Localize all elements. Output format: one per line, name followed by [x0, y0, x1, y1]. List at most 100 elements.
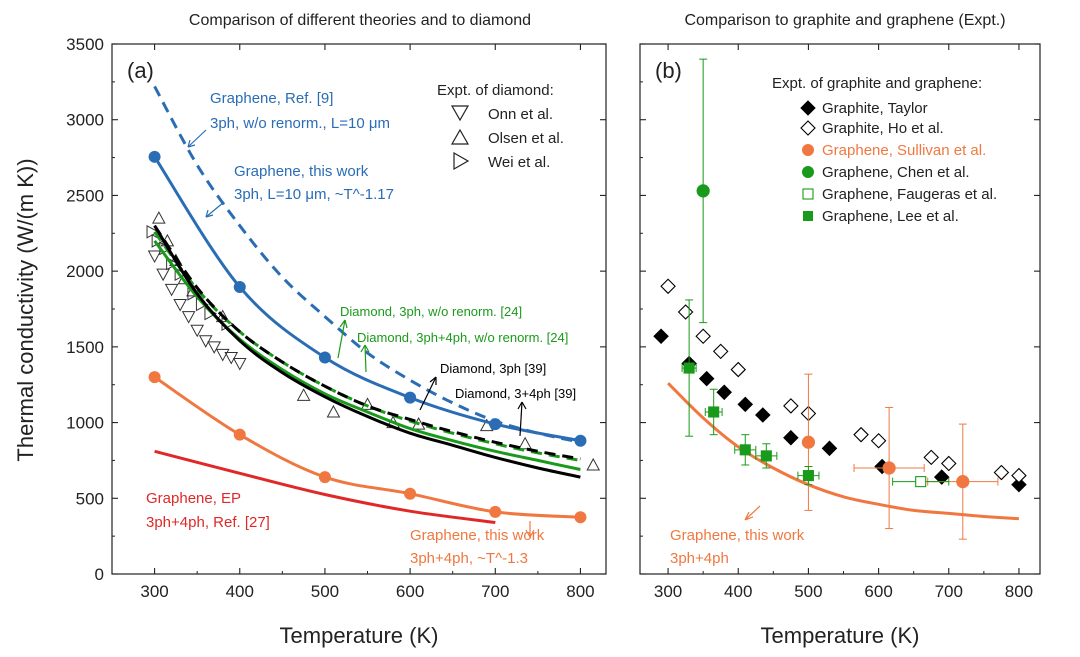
panel-b-x-tick-label-500: 500 [794, 582, 822, 601]
arrow-diamond-39-b [519, 401, 523, 437]
panel-b-title: Comparison to graphite and graphene (Exp… [684, 12, 1005, 29]
panel-b-annotations: Graphene, this work 3ph+4ph [670, 505, 805, 567]
arrow-diamond-39-b-head [517, 401, 527, 410]
panel-b-graphite-ho-et-al-9-marker [923, 449, 940, 466]
panel-a-marker-graphene-this-work-3ph-l-10-m-t-1-17-1 [233, 281, 246, 294]
panel-b-graphite-taylor-10-marker [1011, 476, 1027, 493]
legend-graphite-taylor-marker [800, 100, 816, 116]
panel-a-point-onn-et-al-8 [215, 348, 230, 362]
panel-a-point-onn-et-al-3 [173, 298, 187, 312]
arrow-diamond-24-b [364, 344, 367, 373]
panel-b-graphite-ho-et-al-8-marker [870, 432, 887, 449]
panel-b-graphite-taylor-0-marker [653, 328, 669, 345]
annotation-graphene-ep: Graphene, EP [146, 490, 241, 507]
panel-b-graphene-sullivan-et-al-2-marker [956, 475, 970, 489]
panel-b-graphite-taylor-3-marker [716, 384, 732, 401]
panel-a-marker-graphene-this-work-3ph-4ph-t-1-3-5 [574, 511, 587, 524]
panel-b-graphite-ho-et-al-10-marker [940, 455, 957, 472]
panel-b-label: (b) [655, 58, 682, 83]
legend-graphite-taylor-label: Graphite, Taylor [822, 100, 928, 117]
panel-a-marker-graphene-this-work-3ph-l-10-m-t-1-17-3 [404, 391, 417, 404]
panel-a-point-onn-et-al-0 [147, 250, 162, 264]
panel-b-graphite-taylor-9-marker [933, 469, 950, 485]
annotation-diamond-3ph-24: Diamond, 3ph, w/o renorm. [24] [340, 304, 522, 319]
legend-wei-label: Wei et al. [488, 154, 550, 171]
panel-b-x-tick-label-300: 300 [654, 582, 682, 601]
panel-b-graphene-lee-et-al-4-marker [802, 470, 814, 482]
legend-a-title: Expt. of diamond: [437, 82, 554, 99]
panel-b-x-axis-title: Temperature (K) [761, 623, 920, 648]
panel-a-marker-graphene-this-work-3ph-4ph-t-1-3-0 [148, 371, 161, 384]
arrow-ref9-head [187, 139, 196, 148]
panel-a-label: (a) [127, 58, 154, 83]
panel-a-point-olsen-et-al-5 [215, 309, 230, 323]
panel-b-line-graphene-this-work-3ph-4ph [667, 382, 1020, 521]
panel-b-graphite-taylor-5-marker [755, 407, 771, 423]
panel-a-y-tick-label-0: 0 [95, 565, 104, 584]
annotation-graphene-ref9: Graphene, Ref. [9] [210, 90, 333, 107]
annotation-this-work-3ph-detail: 3ph, L=10 μm, ~T^-1.17 [234, 186, 394, 203]
panel-a-legend: Expt. of diamond: Onn et al. Olsen et al… [437, 82, 564, 171]
panel-a-y-tick-label-1500: 1500 [66, 338, 104, 357]
legend-olsen-label: Olsen et al. [488, 130, 564, 147]
panel-a-line-graphene-this-work-3ph-4ph-t-1-3 [153, 375, 581, 519]
legend-sullivan-marker [802, 144, 814, 156]
panel-a-x-tick-label-800: 800 [566, 582, 594, 601]
panel-a-x-axis-title: Temperature (K) [280, 623, 439, 648]
panel-b-x-tick-label-600: 600 [864, 582, 892, 601]
panel-b-plot-area [653, 58, 1027, 540]
arrow-b-this-work [744, 505, 761, 521]
panel-a-line-graphene-ref-9-3ph-w-o-renorm-l-10-m [153, 85, 581, 444]
arrow-ref9 [187, 129, 207, 148]
annotation-b-graphene-this-work: Graphene, this work [670, 527, 805, 544]
panel-a-plot-area [146, 85, 601, 524]
panel-a-marker-graphene-this-work-3ph-l-10-m-t-1-17-4 [489, 418, 502, 431]
legend-sullivan-label: Graphene, Sullivan et al. [822, 142, 986, 159]
panel-a-annotations: Graphene, Ref. [9] 3ph, w/o renorm., L=1… [146, 90, 576, 567]
annotation-this-work-4ph-detail: 3ph+4ph, ~T^-1.3 [410, 550, 528, 567]
panel-a-point-olsen-et-al-0 [152, 211, 166, 224]
legend-onn-label: Onn et al. [488, 106, 553, 123]
annotation-graphene-this-work-3ph: Graphene, this work [234, 163, 369, 180]
panel-b-graphene-lee-et-al-3-marker [760, 450, 772, 462]
panel-b-graphene-chen-et-al-0-marker [696, 184, 710, 198]
panel-b-graphite-ho-et-al-12-marker [1011, 467, 1027, 484]
panel-a-x-tick-label-500: 500 [311, 582, 339, 601]
annotation-ref9-detail: 3ph, w/o renorm., L=10 μm [210, 115, 390, 132]
panel-a-y-tick-label-2000: 2000 [66, 262, 104, 281]
legend-lee-label: Graphene, Lee et al. [822, 208, 959, 225]
panel-a-y-tick-label-500: 500 [76, 489, 104, 508]
panel-a-y-tick-label-2500: 2500 [66, 186, 104, 205]
panel-a-marker-graphene-this-work-3ph-l-10-m-t-1-17-2 [318, 351, 331, 364]
legend-chen-marker [802, 166, 814, 178]
panel-a-point-olsen-et-al-12 [518, 436, 532, 450]
panel-a-point-onn-et-al-9 [224, 351, 239, 365]
legend-graphite-ho-marker [800, 120, 816, 136]
panel-b-ticks: 300 400 500 600 700 800 [640, 43, 1040, 601]
panel-b-x-tick-label-400: 400 [724, 582, 752, 601]
annotation-b-3ph4ph: 3ph+4ph [670, 550, 729, 567]
panel-a-line-diamond-3ph-4ph-w-o-renorm-24 [153, 239, 581, 471]
panel-a-line-graphene-ep-3ph-4ph-ref-27 [154, 449, 496, 524]
panel-b-graphite-ho-et-al-11-marker [993, 464, 1010, 481]
panel-b-graphite-ho-et-al-0-marker [660, 278, 676, 295]
arrow-diamond-24-a-head [339, 319, 348, 329]
panel-b-graphene-lee-et-al-0-marker [683, 362, 695, 374]
legend-b-title: Expt. of graphite and graphene: [772, 75, 982, 92]
panel-b-graphite-ho-et-al-3-marker [712, 343, 729, 360]
annotation-diamond-3-4ph-39: Diamond, 3+4ph [39] [455, 386, 576, 401]
panel-b-legend: Expt. of graphite and graphene: Graphite… [772, 75, 997, 225]
panel-a-ticks: 300 400 500 600 700 800 0 500 1000 1500 2000 2500 30… [66, 35, 606, 601]
panel-b-graphene-faugeras-et-al-0-marker [915, 476, 927, 488]
arrow-this-work-3ph-head [205, 209, 214, 218]
arrow-diamond-24-a [337, 319, 346, 359]
panel-b-graphene-lee-et-al-1-marker [708, 406, 720, 418]
panel-a-point-onn-et-al-1 [156, 268, 170, 282]
panel-a-title: Comparison of different theories and to … [189, 12, 531, 29]
legend-onn-marker [450, 105, 470, 122]
annotation-ep-detail: 3ph+4ph, Ref. [27] [146, 514, 270, 531]
panel-a-marker-graphene-this-work-3ph-4ph-t-1-3-2 [318, 471, 331, 484]
panel-b-graphene-sullivan-et-al-0-marker [801, 435, 816, 449]
panel-b-graphite-ho-et-al-1-marker [677, 304, 694, 320]
